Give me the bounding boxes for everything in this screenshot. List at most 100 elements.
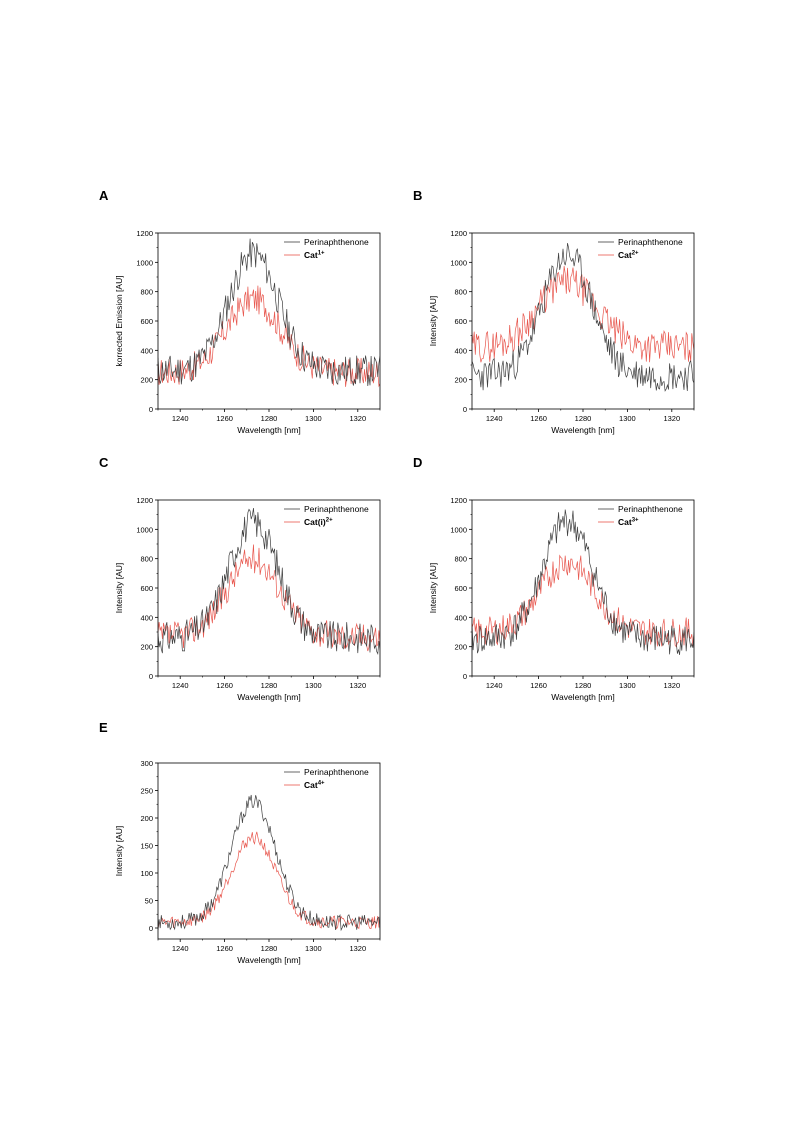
x-tick-label: 1280 [575,681,592,690]
y-tick-label: 200 [454,643,467,652]
y-tick-label: 200 [140,814,153,823]
y-tick-label: 800 [140,555,153,564]
chart-panel-a: 0 200 400 600 800 1000 1200 1240 1260 1280 1300 132… [114,229,381,435]
chart-panel-b: 0 200 400 600 800 1000 1200 1240 1260 1280 1300 132… [428,229,695,435]
x-tick-label: 1260 [216,681,233,690]
series-line-0 [158,507,380,655]
axes-frame [157,499,381,677]
y-tick-label: 400 [454,613,467,622]
y-tick-label: 0 [149,924,153,933]
axes-frame [471,499,695,677]
y-axis-label: Intensity [AU] [428,563,438,614]
y-axis-label: Intensity [AU] [114,563,124,614]
x-tick-label: 1300 [305,944,322,953]
chart-panel-c: 0 200 400 600 800 1000 1200 1240 1260 1280 1300 132… [114,496,381,702]
axes-frame [157,232,381,410]
y-tick-label: 200 [140,643,153,652]
y-tick-label: 0 [463,672,467,681]
series-line-1 [472,554,694,648]
x-tick-label: 1260 [530,681,547,690]
plot-area [472,509,694,655]
x-tick-label: 1320 [663,681,680,690]
y-tick-label: 300 [140,759,153,768]
panel-label-a: A [99,188,109,203]
x-tick-label: 1240 [172,944,189,953]
plot-area [158,794,380,932]
y-tick-label: 1200 [450,496,467,505]
y-tick-label: 50 [145,897,153,906]
y-tick-label: 0 [149,672,153,681]
legend-entry-0: Perinaphthenone [618,237,683,247]
plot-area [158,238,380,388]
y-tick-label: 0 [149,405,153,414]
legend-entry-1: Cat2+ [618,250,639,260]
series-line-1 [158,544,380,652]
x-tick-label: 1280 [261,944,278,953]
legend-entry-1: Cat4+ [304,780,325,790]
legend-entry-0: Perinaphthenone [304,767,369,777]
series-line-0 [158,238,380,387]
x-axis-label: Wavelength [nm] [237,955,300,965]
x-tick-label: 1260 [216,944,233,953]
legend-entry-1: Cat1+ [304,250,325,260]
legend-entry-0: Perinaphthenone [304,504,369,514]
x-tick-label: 1300 [305,681,322,690]
series-line-1 [158,285,380,388]
x-tick-label: 1300 [305,414,322,423]
y-tick-label: 600 [454,584,467,593]
x-tick-label: 1280 [261,414,278,423]
x-tick-label: 1240 [486,681,503,690]
series-line-1 [472,266,694,363]
y-tick-label: 200 [454,376,467,385]
y-tick-label: 100 [140,869,153,878]
y-tick-label: 200 [140,376,153,385]
y-tick-label: 250 [140,787,153,796]
y-tick-label: 1000 [136,525,153,534]
panel-label-d: D [413,455,423,470]
axes-frame [471,232,695,410]
x-tick-label: 1300 [619,414,636,423]
panel-label-e: E [99,720,108,735]
y-tick-label: 800 [454,288,467,297]
plot-area [472,243,694,392]
y-tick-label: 1200 [136,229,153,238]
y-tick-label: 1200 [450,229,467,238]
x-axis-label: Wavelength [nm] [551,425,614,435]
x-tick-label: 1240 [172,414,189,423]
series-line-0 [472,243,694,392]
x-tick-label: 1320 [349,944,366,953]
y-axis-label: Intensity [AU] [114,826,124,877]
y-tick-label: 600 [140,317,153,326]
x-tick-label: 1260 [216,414,233,423]
x-tick-label: 1260 [530,414,547,423]
x-axis-label: Wavelength [nm] [237,425,300,435]
panel-label-c: C [99,455,109,470]
y-tick-label: 1200 [136,496,153,505]
panel-label-b: B [413,188,423,203]
y-tick-label: 800 [454,555,467,564]
y-tick-label: 400 [454,346,467,355]
y-tick-label: 600 [140,584,153,593]
y-tick-label: 600 [454,317,467,326]
legend-entry-0: Perinaphthenone [304,237,369,247]
x-tick-label: 1280 [261,681,278,690]
series-line-0 [472,509,694,655]
x-tick-label: 1320 [349,681,366,690]
y-tick-label: 400 [140,613,153,622]
chart-panel-d: 0 200 400 600 800 1000 1200 1240 1260 1280 1300 132… [428,496,695,702]
y-axis-label: Intensity [AU] [428,296,438,347]
chart-panel-e: 0 50 100 150 200 250 300 1240 1260 1280 1300 1320 Wa… [114,759,381,965]
x-axis-label: Wavelength [nm] [551,692,614,702]
x-tick-label: 1300 [619,681,636,690]
y-tick-label: 0 [463,405,467,414]
y-tick-label: 1000 [450,258,467,267]
x-tick-label: 1240 [172,681,189,690]
y-tick-label: 1000 [450,525,467,534]
x-tick-label: 1320 [349,414,366,423]
legend-entry-1: Cat3+ [618,517,639,527]
y-tick-label: 1000 [136,258,153,267]
legend-entry-1: Cat(i)2+ [304,517,333,527]
x-tick-label: 1240 [486,414,503,423]
x-tick-label: 1320 [663,414,680,423]
plot-area [158,507,380,655]
